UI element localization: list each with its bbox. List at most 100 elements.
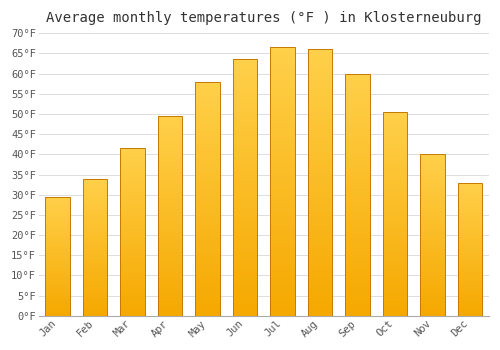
Bar [158,256,182,258]
Bar [120,247,145,249]
Bar [158,280,182,282]
Bar [346,204,370,207]
Bar [83,302,108,303]
Bar [83,218,108,220]
Bar [233,139,258,141]
Bar [83,277,108,279]
Bar [458,240,482,241]
Bar [270,50,295,53]
Bar [270,74,295,77]
Bar [308,167,332,169]
Bar [120,257,145,259]
Bar [383,118,407,120]
Bar [158,254,182,256]
Bar [233,108,258,111]
Bar [46,198,70,199]
Bar [120,170,145,172]
Bar [420,311,445,313]
Bar [383,126,407,128]
Bar [196,234,220,236]
Bar [46,217,70,218]
Bar [46,199,70,200]
Bar [270,66,295,69]
Bar [420,180,445,182]
Bar [270,292,295,294]
Bar [196,110,220,112]
Bar [383,171,407,173]
Bar [420,161,445,162]
Bar [46,303,70,304]
Bar [233,203,258,205]
Bar [46,228,70,229]
Bar [158,214,182,216]
Bar [196,173,220,175]
Bar [458,253,482,254]
Bar [83,196,108,198]
Bar [233,147,258,149]
Bar [308,183,332,185]
Bar [83,261,108,262]
Bar [196,246,220,248]
Bar [270,179,295,182]
Bar [458,226,482,228]
Bar [83,231,108,232]
Bar [383,244,407,246]
Bar [308,287,332,289]
Bar [308,172,332,175]
Bar [120,313,145,314]
Bar [420,164,445,166]
Bar [158,190,182,192]
Bar [270,122,295,125]
Bar [233,65,258,67]
Bar [158,312,182,314]
Bar [458,223,482,224]
Bar [383,283,407,285]
Bar [420,314,445,316]
Bar [383,210,407,212]
Bar [383,128,407,130]
Bar [420,225,445,227]
Bar [383,163,407,165]
Bar [346,141,370,144]
Bar [420,251,445,253]
Bar [346,246,370,248]
Bar [158,244,182,246]
Bar [196,161,220,163]
Bar [308,129,332,132]
Bar [308,271,332,273]
Bar [308,196,332,198]
Bar [120,249,145,251]
Bar [158,168,182,170]
Bar [308,310,332,313]
Bar [270,216,295,219]
Bar [233,83,258,85]
Bar [346,224,370,226]
Bar [120,237,145,239]
Bar [346,226,370,229]
Bar [383,279,407,281]
Bar [233,293,258,295]
Bar [346,134,370,136]
Bar [270,182,295,184]
Bar [83,273,108,275]
Bar [346,209,370,212]
Bar [120,309,145,311]
Bar [383,298,407,300]
Bar [383,206,407,208]
Bar [158,246,182,248]
Bar [46,272,70,273]
Bar [458,299,482,300]
Bar [120,153,145,155]
Bar [308,302,332,305]
Bar [308,103,332,105]
Bar [196,278,220,281]
Bar [196,100,220,103]
Bar [420,196,445,198]
Bar [196,128,220,131]
Bar [46,208,70,209]
Bar [346,183,370,185]
Bar [158,286,182,288]
Bar [233,311,258,313]
Bar [308,68,332,71]
Bar [383,251,407,253]
